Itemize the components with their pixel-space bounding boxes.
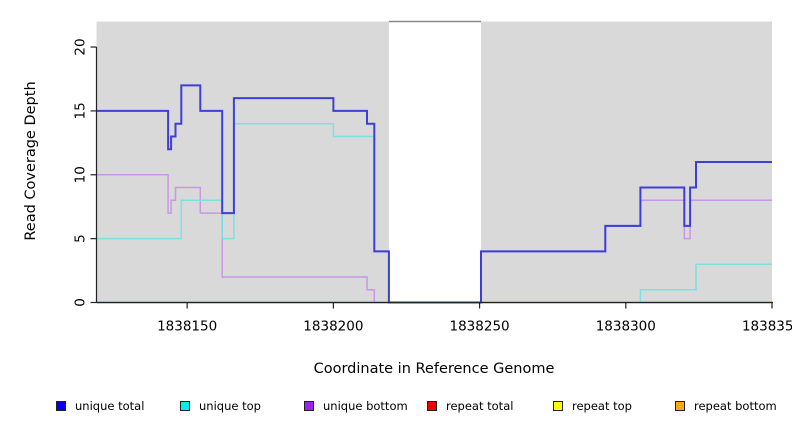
legend-item-unique-bottom: unique bottom [304, 399, 408, 413]
legend-item-repeat-bottom: repeat bottom [675, 399, 777, 413]
repeat-top-swatch-icon [553, 401, 563, 411]
unique-bottom-swatch-icon [304, 401, 314, 411]
y-axis-title: Read Coverage Depth [23, 81, 39, 241]
series-line-unique-top [96, 122, 772, 304]
legend-label: unique total [75, 399, 145, 413]
series-line-unique-total [96, 84, 772, 304]
series-line-unique-bottom [96, 174, 772, 304]
legend-item-repeat-total: repeat total [427, 399, 513, 413]
x-tick-label: 1838200 [303, 319, 363, 335]
y-tick-label: 10 [73, 166, 89, 183]
x-tick-label: 1838300 [596, 319, 656, 335]
legend-item-repeat-top: repeat top [553, 399, 632, 413]
unique-total-swatch-icon [56, 401, 66, 411]
y-tick-label: 15 [73, 102, 89, 119]
legend-label: repeat total [446, 399, 514, 413]
legend-label: unique top [199, 399, 261, 413]
y-tick-label: 0 [73, 298, 89, 307]
y-tick-label: 20 [73, 38, 89, 55]
y-tick-label: 5 [73, 234, 89, 243]
x-tick-label: 1838150 [157, 319, 217, 335]
legend-item-unique-total: unique total [56, 399, 144, 413]
legend-item-unique-top: unique top [180, 399, 261, 413]
coverage-gap-band [388, 21, 482, 303]
x-axis-title: Coordinate in Reference Genome [313, 361, 555, 377]
unique-top-swatch-icon [180, 401, 190, 411]
repeat-bottom-swatch-icon [675, 401, 685, 411]
repeat-total-swatch-icon [427, 401, 437, 411]
legend-label: repeat top [572, 399, 632, 413]
legend-label: repeat bottom [694, 399, 777, 413]
x-tick-label: 1838250 [450, 319, 510, 335]
legend-label: unique bottom [323, 399, 408, 413]
